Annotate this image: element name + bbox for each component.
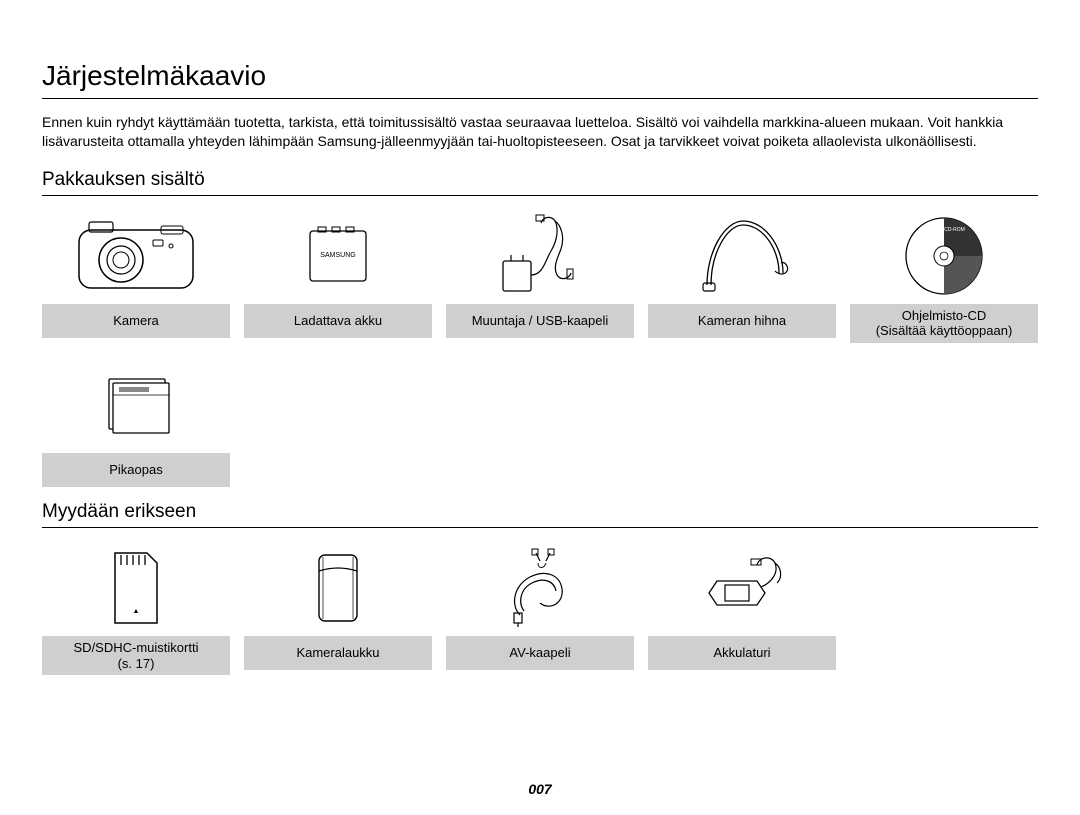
page-number: 007 [528,781,551,797]
item-label: Kameralaukku [244,636,432,670]
label-line1: Ohjelmisto-CD [902,308,987,324]
item-camera: Kamera [42,208,230,343]
item-strap: Kameran hihna [648,208,836,343]
section-box-contents-heading: Pakkauksen sisältö [42,169,1038,196]
item-label: Kameran hihna [648,304,836,338]
svg-text:▲: ▲ [133,608,140,615]
label-line2: (Sisältää käyttöoppaan) [876,323,1013,339]
section-sold-separately-heading: Myydään erikseen [42,501,1038,528]
item-quick-guide: Pikaopas [42,357,230,487]
page-title: Järjestelmäkaavio [42,60,1038,99]
item-label: Kamera [42,304,230,338]
camera-icon [42,208,230,304]
sd-card-icon: ▲ [42,540,230,636]
charger-icon [648,540,836,636]
item-label: SD/SDHC-muistikortti (s. 17) [42,636,230,675]
item-adapter-cable: Muuntaja / USB-kaapeli [446,208,634,343]
item-software-cd: Software CD-ROM Ohjelmisto-CD (Sisältää … [850,208,1038,343]
case-icon [244,540,432,636]
item-label: Akkulaturi [648,636,836,670]
item-label: Ohjelmisto-CD (Sisältää käyttöoppaan) [850,304,1038,343]
av-cable-icon [446,540,634,636]
box-contents-row-1: Kamera SAMSUNG Ladattava akku [42,208,1038,343]
intro-paragraph: Ennen kuin ryhdyt käyttämään tuotetta, t… [42,113,1038,151]
item-sd-card: ▲ SD/SDHC-muistikortti (s. 17) [42,540,230,675]
booklet-icon [42,357,230,453]
battery-icon: SAMSUNG [244,208,432,304]
item-av-cable: AV-kaapeli [446,540,634,675]
item-battery: SAMSUNG Ladattava akku [244,208,432,343]
item-charger: Akkulaturi [648,540,836,675]
svg-text:Software CD-ROM: Software CD-ROM [923,227,965,233]
item-label: AV-kaapeli [446,636,634,670]
adapter-cable-icon [446,208,634,304]
item-camera-case: Kameralaukku [244,540,432,675]
box-contents-row-2: Pikaopas [42,357,1038,487]
item-label: Ladattava akku [244,304,432,338]
label-line2: (s. 17) [118,656,155,672]
cd-icon: Software CD-ROM [850,208,1038,304]
svg-text:SAMSUNG: SAMSUNG [320,252,355,259]
sold-separately-row: ▲ SD/SDHC-muistikortti (s. 17) Kameralau… [42,540,1038,675]
strap-icon [648,208,836,304]
item-label: Pikaopas [42,453,230,487]
item-label: Muuntaja / USB-kaapeli [446,304,634,338]
label-line1: SD/SDHC-muistikortti [74,640,199,656]
